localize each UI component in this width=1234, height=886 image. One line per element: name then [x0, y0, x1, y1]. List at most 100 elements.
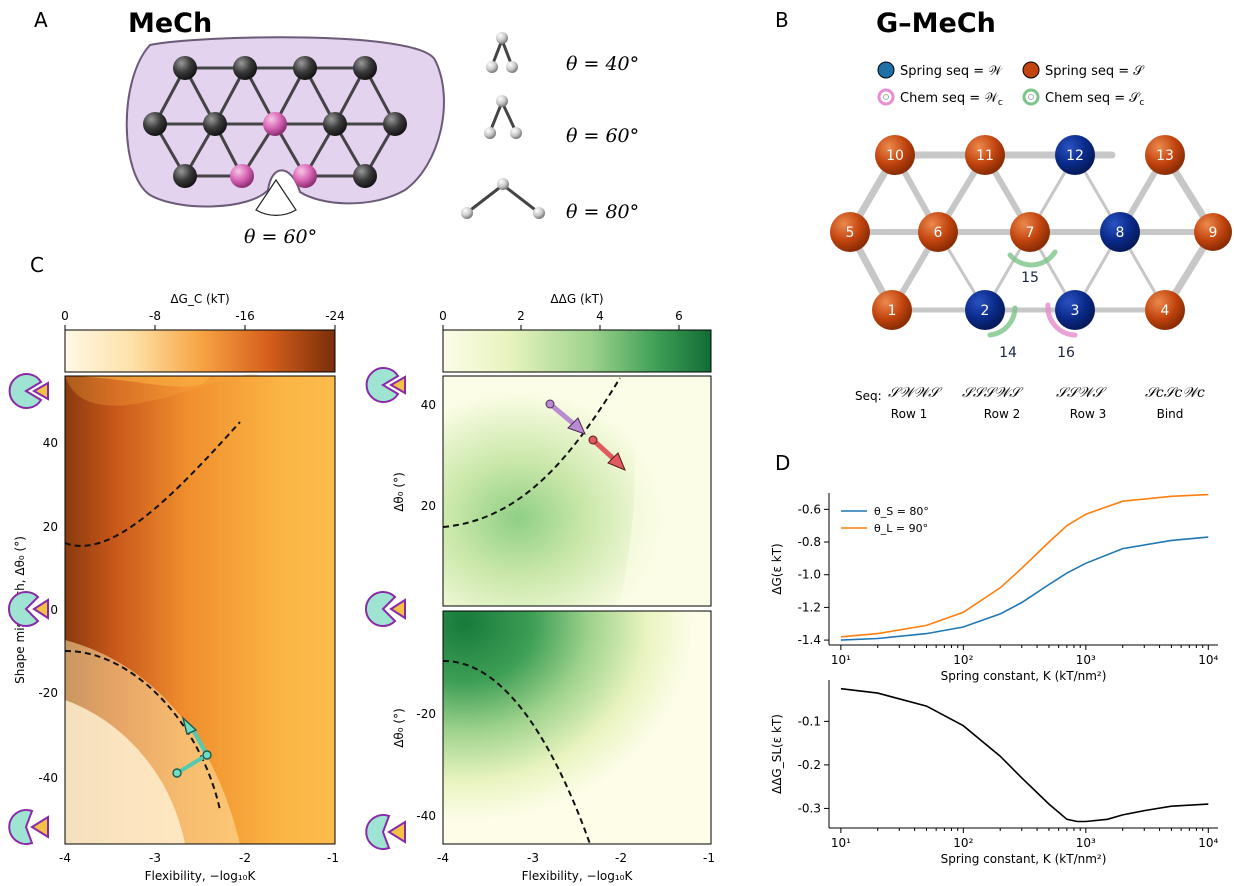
- left-xlabel: Flexibility, −log₁₀K: [145, 869, 257, 883]
- seq-row3-label: Row 3: [1070, 407, 1106, 421]
- left-xtick-2: -2: [239, 851, 251, 865]
- colorbar-right: ΔΔG (kT) 0 2 4 6: [439, 292, 712, 373]
- series-line-1: [840, 493, 1209, 638]
- seq-row2-label: Row 2: [984, 407, 1020, 421]
- y-tick-label: -0.1: [798, 714, 821, 728]
- arrow-red: [588, 435, 626, 471]
- cb-right-tick-3: 6: [675, 309, 683, 323]
- node-4: 4: [1161, 303, 1170, 319]
- angle-examples: [461, 32, 545, 219]
- pacman-icon-mid-right: [364, 591, 406, 627]
- cb-right-tick-1: 2: [517, 309, 525, 323]
- right-ylabel-top: Δθ₀ (°): [392, 472, 406, 512]
- x-tick-label: 10²: [953, 653, 973, 667]
- x-tick-label: 10¹: [831, 836, 851, 850]
- y-tick-label: -0.3: [798, 801, 821, 815]
- cb-left-tick-1: -8: [149, 309, 161, 323]
- pacman-icon-bottom-left: [8, 809, 49, 845]
- angle-wedge: [255, 178, 297, 216]
- left-ytick-40: 40: [43, 436, 58, 450]
- node-8: 8: [1116, 225, 1125, 241]
- colorbar-left: ΔG_C (kT) 0 -8 -16 -24: [61, 292, 345, 373]
- gmech-network: 10 11 12 13 5 6 7 8 9 1 2 3 4 15 14 16: [830, 135, 1232, 361]
- legend-label-1: θ_L = 90°: [874, 522, 928, 535]
- x-tick-label: 10⁴: [1198, 836, 1218, 850]
- chem-label-16: 16: [1057, 345, 1075, 361]
- left-ytick-0: 0: [50, 603, 58, 617]
- left-xtick-3: -1: [327, 851, 339, 865]
- mech-lattice: [125, 36, 445, 216]
- legend-spring-S: Spring seq = 𝒮: [1045, 64, 1145, 79]
- y-tick-label: -1.2: [798, 600, 821, 614]
- right-xtick-3: -1: [703, 851, 715, 865]
- seq-row3: 𝒮𝒮𝒲𝒮: [1056, 385, 1107, 401]
- left-xtick-1: -3: [149, 851, 161, 865]
- cb-left-tick-2: -16: [235, 309, 255, 323]
- node-3: 3: [1071, 303, 1080, 319]
- node-5: 5: [846, 225, 855, 241]
- panel-b-legend: Spring seq = 𝒲 Spring seq = 𝒮 Chem seq =…: [877, 61, 1145, 108]
- y-tick-label: -1.0: [798, 568, 821, 582]
- legend-S-marker: [1022, 61, 1040, 79]
- colorbar-right-label: ΔΔG (kT): [550, 292, 603, 306]
- right-ytick--40: -40: [416, 809, 436, 823]
- legend-spring-W: Spring seq = 𝒲: [900, 64, 1003, 79]
- chem-label-15: 15: [1021, 270, 1039, 286]
- right-xtick-0: -4: [437, 851, 449, 865]
- arrow-purple: [545, 399, 586, 435]
- left-ytick-20: 20: [43, 520, 58, 534]
- x-tick-label: 10²: [953, 836, 973, 850]
- panel-letter-a: A: [34, 8, 48, 32]
- seq-bind: 𝒮c𝒮c𝒲c: [1145, 385, 1205, 401]
- right-ylabel-bottom: Δθ₀ (°): [392, 708, 406, 748]
- x-tick-label: 10³: [1076, 836, 1096, 850]
- y-axis-label: ΔΔG_SL(ε kT): [770, 714, 784, 794]
- y-tick-label: -0.8: [798, 535, 821, 549]
- node-11: 11: [976, 148, 994, 164]
- series-line-0: [840, 536, 1209, 641]
- right-ytick-20: 20: [421, 499, 436, 513]
- line-chart-ddG: 10¹ 10² 10³ 10⁴ -0.1 -0.2 -0.3 Spring constant,…: [770, 680, 1219, 866]
- left-xtick-0: -4: [59, 851, 71, 865]
- x-axis-label: Spring constant, K (kT/nm²): [941, 669, 1107, 683]
- right-xtick-2: -2: [615, 851, 627, 865]
- right-ytick--20: -20: [416, 707, 436, 721]
- panel-letter-b: B: [775, 8, 789, 32]
- seq-row2: 𝒮𝒮𝒮𝒲𝒮: [962, 385, 1024, 401]
- pacman-icon-top-right: [365, 367, 406, 403]
- seq-bind-label: Bind: [1157, 407, 1184, 421]
- node-2: 2: [981, 303, 990, 319]
- y-tick-label: -0.2: [798, 758, 821, 772]
- sequence-row: Seq: 𝒮𝒲𝒲𝒮 𝒮𝒮𝒮𝒲𝒮 𝒮𝒮𝒲𝒮 𝒮c𝒮c𝒲c Row 1 Row 2 …: [855, 385, 1205, 421]
- node-10: 10: [886, 148, 904, 164]
- legend-chemW-marker: [877, 88, 895, 106]
- angle-label: θ = 60°: [244, 226, 317, 248]
- legend-chem-W: Chem seq = 𝒲c: [900, 91, 1003, 108]
- pacman-icon-mid-left: [7, 591, 49, 627]
- node-7: 7: [1026, 225, 1035, 241]
- node-13: 13: [1156, 148, 1174, 164]
- pacman-icon-top-left: [8, 373, 49, 409]
- left-ytick--20: -20: [38, 686, 58, 700]
- x-tick-label: 10⁴: [1198, 653, 1218, 667]
- node-9: 9: [1209, 225, 1218, 241]
- y-tick-label: -0.6: [798, 502, 821, 516]
- legend-label-0: θ_S = 80°: [874, 505, 929, 518]
- node-1: 1: [888, 303, 897, 319]
- series-line-0: [840, 687, 1209, 823]
- node-6: 6: [934, 225, 943, 241]
- example-60: θ = 60°: [566, 125, 639, 147]
- legend-W-marker: [877, 61, 895, 79]
- right-ytick-40: 40: [421, 398, 436, 412]
- legend-chemS-marker: [1022, 88, 1040, 106]
- cb-left-tick-3: -24: [325, 309, 345, 323]
- panel-b-title: G–MeCh: [876, 8, 996, 39]
- y-tick-label: -1.4: [798, 633, 821, 647]
- colorbar-left-label: ΔG_C (kT): [170, 292, 229, 306]
- heatmap-right-axes: 40 20 -20 -40 -4 -3 -2 -1 Flexibility, −…: [392, 398, 715, 883]
- heatmap-right-bottom: [442, 610, 712, 845]
- cb-right-tick-0: 0: [439, 309, 447, 323]
- panel-a-title: MeCh: [128, 8, 212, 39]
- heatmap-left: [64, 374, 336, 845]
